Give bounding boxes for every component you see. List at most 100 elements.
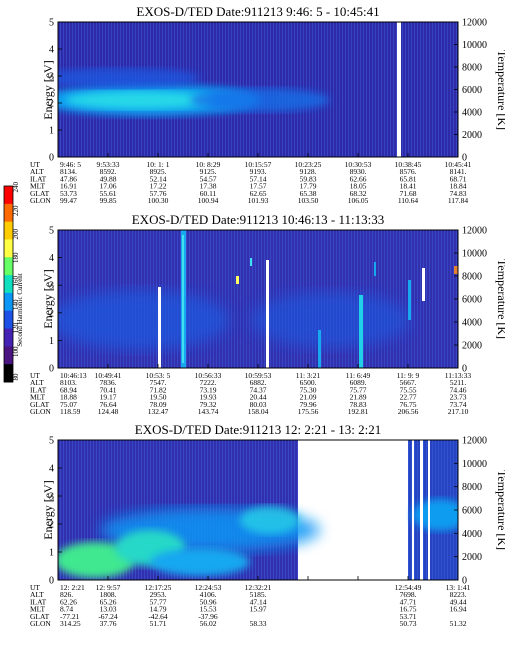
orbit-cell: 2953. xyxy=(150,590,167,599)
orbit-cell: 18.88 xyxy=(60,393,77,402)
orbit-cell: 6500. xyxy=(300,378,317,387)
orbit-cell: 78.83 xyxy=(350,400,367,409)
orbit-row-label: ILAT xyxy=(30,385,47,394)
orbit-row-label: GLON xyxy=(30,196,51,205)
orbit-cell: 7836. xyxy=(100,378,117,387)
orbit-cell: 10:46:13 xyxy=(60,371,87,380)
orbit-cell: 37.76 xyxy=(100,619,117,628)
orbit-cell: 65.26 xyxy=(100,597,117,606)
colorbar-swatch xyxy=(4,221,13,240)
energy-tick-label: 0 xyxy=(49,364,54,375)
orbit-cell: 5185. xyxy=(250,590,267,599)
orbit-cell: 5667. xyxy=(400,378,417,387)
orbit-row-label: GLAT xyxy=(30,612,50,621)
orbit-row-label: UT xyxy=(30,160,40,169)
energy-tick-label: 2 xyxy=(49,520,54,531)
energy-tick-label: 4 xyxy=(49,253,54,264)
temperature-tick-label: 2000 xyxy=(462,341,482,352)
temperature-tick-label: 12000 xyxy=(462,18,487,29)
orbit-cell: 4106. xyxy=(200,590,217,599)
orbit-cell: 51.32 xyxy=(450,619,467,628)
orbit-cell: 7698. xyxy=(400,590,417,599)
colorbar-swatch xyxy=(4,346,13,365)
orbit-cell: 12: 9:57 xyxy=(96,583,121,592)
orbit-cell: 10:38:45 xyxy=(395,160,422,169)
orbit-cell: 21.09 xyxy=(300,393,317,402)
orbit-cell: 73.74 xyxy=(450,400,467,409)
orbit-row-label: MLT xyxy=(30,393,46,402)
orbit-cell: 17.22 xyxy=(150,182,167,191)
colorbar-swatch xyxy=(4,310,13,330)
orbit-cell: 100.94 xyxy=(198,196,219,205)
orbit-cell: 53.71 xyxy=(400,612,417,621)
orbit-cell: 62.65 xyxy=(250,189,267,198)
orbit-cell: 217.10 xyxy=(448,407,469,416)
orbit-cell: 314.25 xyxy=(60,619,81,628)
orbit-row-label: ALT xyxy=(30,167,44,176)
orbit-cell: 78.09 xyxy=(150,400,167,409)
orbit-cell: 11: 9: 9 xyxy=(397,371,420,380)
orbit-cell: 68.94 xyxy=(60,385,77,394)
energy-tick-label: 3 xyxy=(49,72,54,83)
temperature-tick-label: 10000 xyxy=(462,40,487,51)
orbit-cell: 75.07 xyxy=(60,400,77,409)
orbit-cell: 71.68 xyxy=(400,189,417,198)
orbit-cell: 9:46: 5 xyxy=(60,160,81,169)
orbit-cell: -37.96 xyxy=(198,612,218,621)
colorbar-swatch xyxy=(4,328,13,347)
orbit-cell: -42.64 xyxy=(148,612,168,621)
orbit-cell: 17.57 xyxy=(250,182,267,191)
energy-tick-label: 5 xyxy=(49,18,54,29)
orbit-cell: 57.76 xyxy=(150,189,167,198)
orbit-cell: 8141. xyxy=(450,167,467,176)
orbit-cell: 11:13:33 xyxy=(445,371,472,380)
colorbar-tick-label: 80 xyxy=(12,373,20,381)
temperature-tick-label: 6000 xyxy=(462,85,482,96)
temperature-tick-label: 0 xyxy=(462,153,467,164)
panel-1-spectrogram xyxy=(58,22,458,157)
orbit-cell: 65.81 xyxy=(400,174,417,183)
orbit-cell: 12:32:21 xyxy=(245,583,272,592)
orbit-cell: 124.48 xyxy=(98,407,119,416)
orbit-cell: 20.44 xyxy=(250,393,267,402)
colorbar-tick-label: 220 xyxy=(12,205,20,216)
orbit-cell: 10:15:57 xyxy=(245,160,272,169)
energy-tick-label: 3 xyxy=(49,492,54,503)
orbit-cell: 9125. xyxy=(200,167,217,176)
orbit-cell: 53.73 xyxy=(60,189,77,198)
energy-tick-label: 4 xyxy=(49,464,54,475)
colorbar-swatch xyxy=(4,364,13,383)
orbit-cell: 8930. xyxy=(350,167,367,176)
colorbar-tick-label: 100 xyxy=(12,346,20,357)
temperature-tick-label: 2000 xyxy=(462,552,482,563)
orbit-cell: 80.03 xyxy=(250,400,267,409)
orbit-cell: 6882. xyxy=(250,378,267,387)
temperature-tick-label: 0 xyxy=(462,576,467,587)
orbit-cell: 50.96 xyxy=(200,597,217,606)
orbit-cell: 12:24:53 xyxy=(195,583,222,592)
orbit-cell: 110.64 xyxy=(398,196,419,205)
orbit-cell: 1808. xyxy=(100,590,117,599)
orbit-cell: 62.66 xyxy=(350,174,367,183)
colorbar-tick-label: 200 xyxy=(12,229,20,240)
orbit-cell: 75.55 xyxy=(400,385,417,394)
orbit-cell: 22.77 xyxy=(400,393,417,402)
orbit-cell: 10:53: 5 xyxy=(146,371,171,380)
orbit-cell: 18.05 xyxy=(350,182,367,191)
panel-1: EXOS-D/TED Date:911213 9:46: 5 - 10:45:4… xyxy=(30,4,505,205)
orbit-cell: 192.81 xyxy=(348,407,369,416)
panel-2-spectrogram xyxy=(58,230,458,368)
orbit-cell: 143.74 xyxy=(198,407,219,416)
orbit-cell: 10:59:53 xyxy=(245,371,272,380)
orbit-cell: 65.38 xyxy=(300,189,317,198)
orbit-cell: 9193. xyxy=(250,167,267,176)
orbit-cell: 8223. xyxy=(450,590,467,599)
orbit-cell: 10:23:25 xyxy=(295,160,322,169)
temperature-tick-label: 4000 xyxy=(462,108,482,119)
energy-tick-label: 1 xyxy=(49,336,54,347)
orbit-cell: 5211. xyxy=(450,378,467,387)
orbit-cell: 10:49:41 xyxy=(95,371,122,380)
orbit-cell: 76.64 xyxy=(100,400,117,409)
orbit-row-label: GLON xyxy=(30,619,51,628)
orbit-cell: 10: 1: 1 xyxy=(147,160,170,169)
